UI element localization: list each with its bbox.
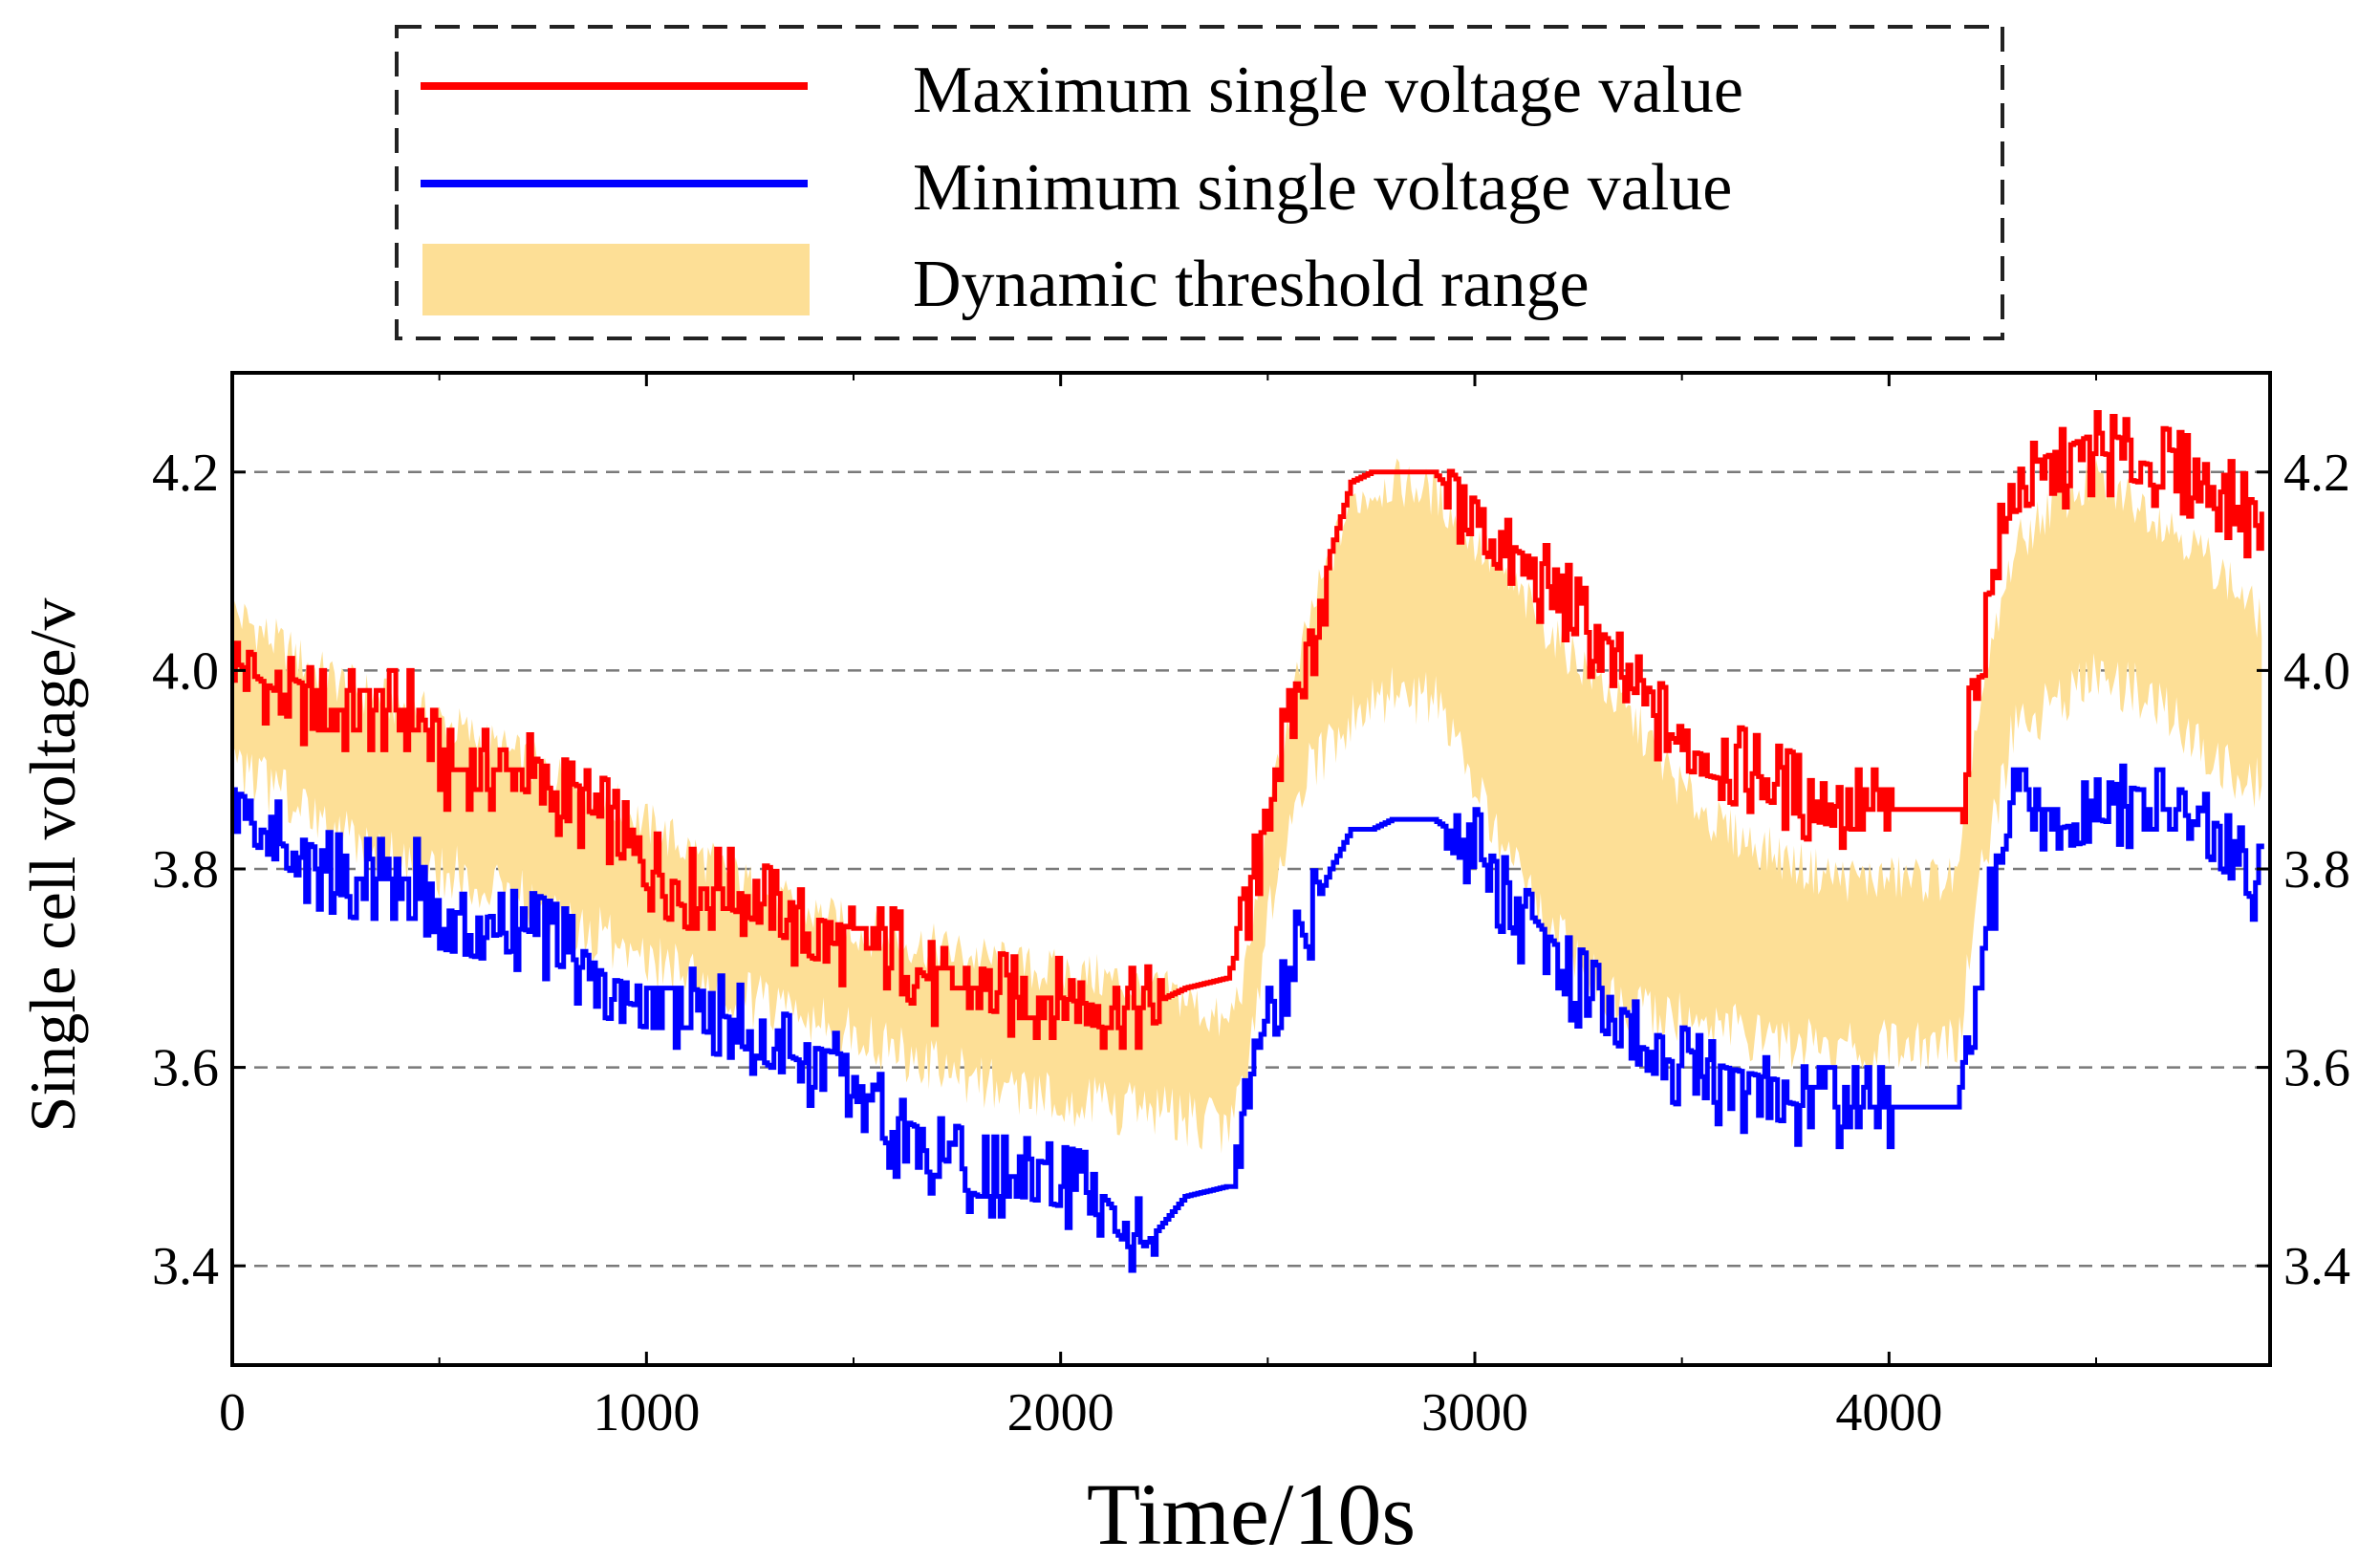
y-tick-label-right: 3.8: [2283, 840, 2350, 900]
y-tick-label-right: 4.0: [2283, 641, 2350, 701]
x-tick-label: 4000: [1835, 1383, 1942, 1443]
y-tick-label-left: 3.4: [152, 1237, 219, 1296]
y-tick-label-right: 3.6: [2283, 1039, 2350, 1098]
min-voltage-line: [232, 763, 2264, 1273]
legend-min-label: Minimum single voltage value: [913, 151, 1732, 225]
plot-frame: [230, 371, 2272, 1367]
y-tick-label-left: 4.0: [152, 641, 219, 701]
max-voltage-line: [232, 410, 2264, 1051]
legend-band-swatch: [422, 244, 810, 315]
y-tick-label-right: 3.4: [2283, 1237, 2350, 1296]
x-tick-label: 2000: [1007, 1383, 1114, 1443]
legend-band-label: Dynamic threshold range: [913, 248, 1590, 321]
threshold-band: [232, 458, 2262, 1154]
y-axis-title: Single cell voltage/v: [16, 598, 89, 1133]
x-axis-title: Time/10s: [1087, 1465, 1416, 1562]
legend-max-label: Maximum single voltage value: [913, 54, 1743, 127]
x-tick-label: 0: [219, 1383, 246, 1443]
y-tick-label-left: 4.2: [152, 444, 219, 503]
y-tick-label-right: 4.2: [2283, 444, 2350, 503]
threshold-band-layer: [232, 458, 2262, 1154]
series-layer: [232, 410, 2264, 1273]
axis-ticks: 3.4 3.4 3.6 3.6 3.8 3.8 4.0 4.0 4.2 4.2 0 1000 2000 3…: [152, 373, 2350, 1443]
legend: Maximum single voltage value Minimum sin…: [395, 25, 2004, 340]
x-tick-label: 1000: [593, 1383, 700, 1443]
y-tick-label-left: 3.6: [152, 1039, 219, 1098]
y-tick-label-left: 3.8: [152, 840, 219, 900]
x-tick-label: 3000: [1421, 1383, 1528, 1443]
